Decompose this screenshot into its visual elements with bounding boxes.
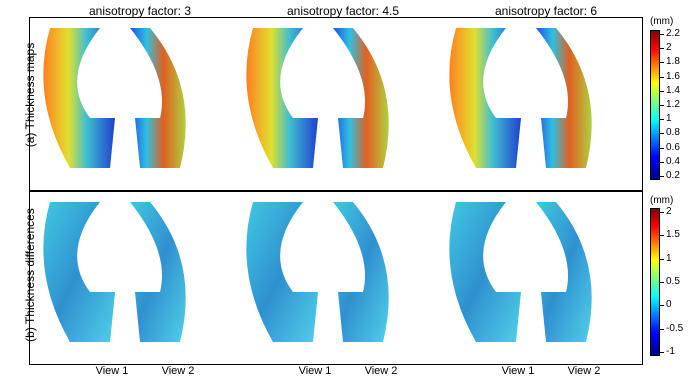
- panel-thickness-maps: [29, 17, 643, 191]
- colorbar-bottom-tick: 0.5: [660, 276, 680, 287]
- colorbar-top-tick: 2: [660, 42, 672, 54]
- colorbar-top-unit: (mm): [650, 16, 674, 27]
- view-label-5: View 1: [501, 365, 535, 377]
- thickness-differences-figure: [43, 202, 592, 342]
- colorbar-bottom-tick: -0.5: [659, 322, 684, 334]
- view-label-2: View 2: [161, 365, 195, 377]
- colorbar-top-tick: 0.8: [660, 127, 680, 139]
- colorbar-top-tick: 1.6: [660, 70, 680, 82]
- column-title-2: anisotropy factor: 4.5: [286, 4, 400, 18]
- colorbar-bottom: [650, 208, 660, 356]
- colorbar-bottom-tick: 2: [660, 206, 672, 217]
- thickness-maps-figure: [43, 28, 592, 168]
- diff-col-2: [246, 202, 389, 342]
- colorbar-bottom-tick: 1.5: [660, 229, 680, 241]
- colorbar-bottom-tick: -1: [660, 346, 675, 357]
- colorbar-top-tick: 1: [660, 113, 672, 125]
- view-label-3: View 1: [298, 365, 332, 377]
- map-col-2: [246, 28, 389, 168]
- map-col-1: [43, 28, 186, 168]
- view-label-1: View 1: [95, 365, 129, 377]
- column-title-1: anisotropy factor: 3: [88, 4, 192, 18]
- diff-col-3: [449, 202, 592, 342]
- colorbar-top-tick: 0.2: [660, 170, 680, 181]
- view-label-4: View 2: [364, 365, 398, 377]
- colorbar-top-tick: 0.6: [660, 141, 680, 153]
- panel-thickness-differences: [29, 191, 643, 365]
- colorbar-bottom-tick: 0: [660, 299, 672, 311]
- colorbar-top-tick: 1.8: [660, 56, 680, 68]
- column-title-3: anisotropy factor: 6: [494, 4, 598, 18]
- colorbar-top: [650, 30, 660, 180]
- colorbar-bottom-unit: (mm): [650, 195, 674, 206]
- view-label-6: View 2: [567, 365, 601, 377]
- diff-col-1: [43, 202, 186, 342]
- map-col-3: [449, 28, 592, 168]
- colorbar-bottom-tick: 1: [660, 252, 672, 264]
- colorbar-top-tick: 0.4: [660, 155, 680, 167]
- colorbar-top-tick: 1.2: [660, 99, 680, 110]
- colorbar-top-tick: 2.2: [660, 28, 680, 39]
- colorbar-top-tick: 1.4: [660, 84, 680, 96]
